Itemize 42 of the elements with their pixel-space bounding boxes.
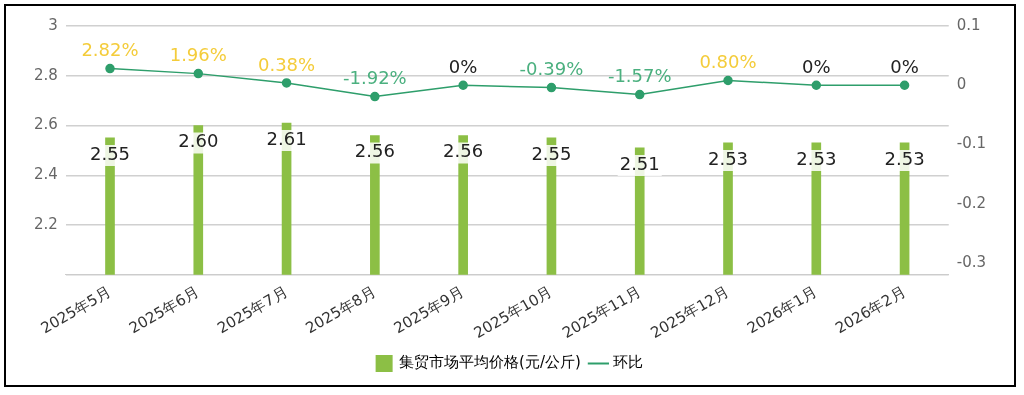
legend-label: 环比 (613, 353, 644, 372)
data-label: 2.55 (89, 142, 131, 164)
point (193, 68, 204, 79)
data-label: 2.56 (354, 140, 395, 162)
data-label: 2.56 (443, 140, 484, 162)
point (723, 75, 733, 86)
data-label: 2.61 (266, 127, 307, 149)
data-label: 2.82% (81, 39, 139, 61)
y2-tick-label: 0.1 (956, 15, 981, 34)
data-label: -1.57% (607, 65, 672, 87)
data-label: -1.92% (343, 67, 407, 89)
y-tick-label: 2.6 (34, 115, 58, 134)
point (634, 89, 645, 100)
data-label: 2.60 (178, 130, 219, 152)
y-tick-label: 2.8 (34, 65, 58, 84)
point (546, 82, 557, 93)
data-label: 0% (802, 55, 831, 77)
point (811, 80, 822, 90)
data-label: 0% (890, 55, 919, 77)
y-tick-label: 2.2 (34, 214, 58, 233)
data-label: 1.96% (169, 44, 227, 66)
y2-tick-label: -0.2 (956, 193, 987, 212)
data-label: 2.51 (619, 152, 660, 174)
y2-tick-label: 0 (956, 75, 967, 94)
y2-tick-label: -0.3 (956, 252, 987, 271)
data-label: 2.53 (796, 147, 837, 169)
y2-tick-label: -0.1 (956, 134, 987, 153)
data-label: 0% (448, 55, 478, 77)
point (370, 91, 380, 102)
data-label: 2.55 (531, 142, 572, 164)
y-tick-label: 2.4 (34, 165, 58, 184)
data-label: 2.53 (707, 147, 749, 169)
point (281, 78, 292, 88)
point (899, 80, 910, 90)
point (105, 63, 115, 74)
legend-label: 集贸市场平均价格(元/公斤) (399, 353, 581, 372)
point (458, 80, 468, 90)
data-label: 2.53 (884, 147, 925, 169)
y-tick-label: 3 (48, 15, 58, 34)
data-label: -0.39% (519, 58, 584, 80)
data-label: 0.38% (257, 53, 316, 75)
data-label: 0.80% (699, 51, 757, 73)
